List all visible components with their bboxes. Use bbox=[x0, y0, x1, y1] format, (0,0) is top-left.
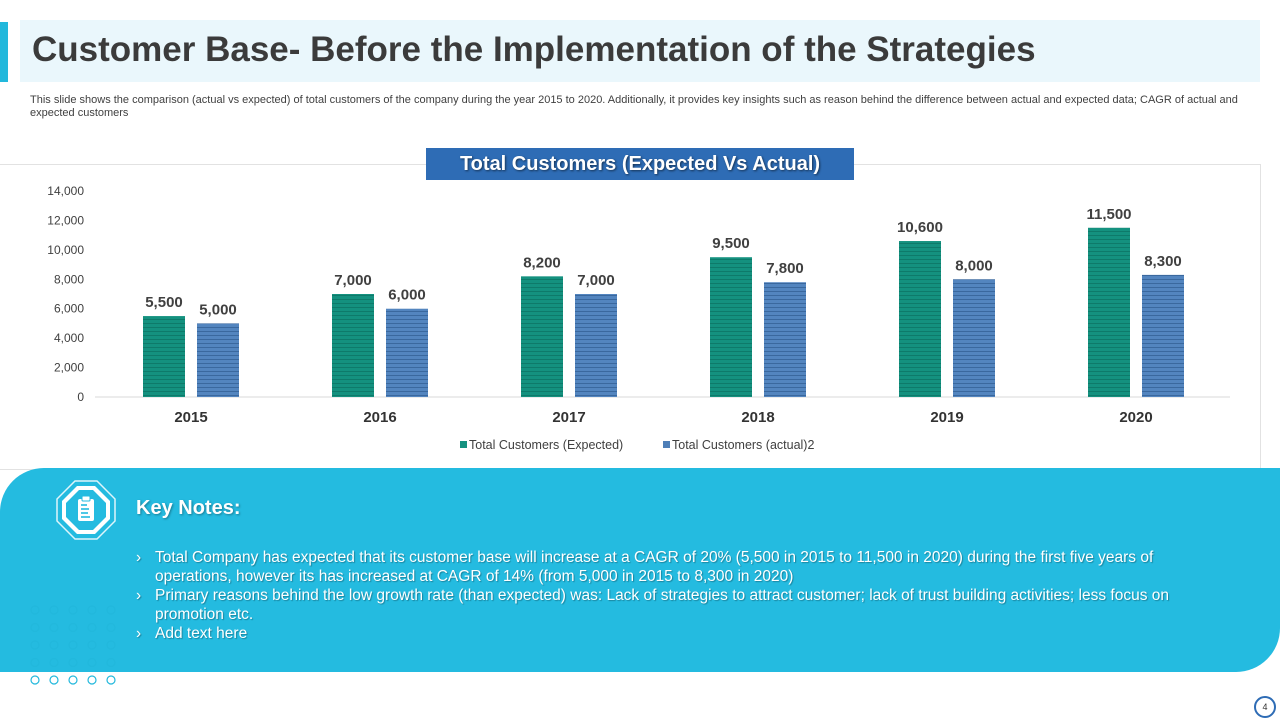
data-label: 7,000 bbox=[334, 272, 372, 289]
bar-actual bbox=[1142, 274, 1184, 397]
y-tick-label: 14,000 bbox=[47, 184, 84, 198]
x-tick-label: 2015 bbox=[174, 409, 207, 426]
key-notes-list: › Total Company has expected that its cus… bbox=[136, 548, 1226, 643]
y-axis: 0 2,000 4,000 6,000 8,000 10,000 12,000 14,000 bbox=[47, 184, 84, 404]
bars: 5,500 5,000 7,000 6,000 8,200 7,000 9,500 7,800… bbox=[143, 206, 1184, 397]
y-tick-label: 0 bbox=[77, 390, 84, 404]
data-label: 8,300 bbox=[1144, 253, 1182, 270]
chevron-right-icon: › bbox=[136, 549, 142, 566]
data-label: 7,000 bbox=[577, 272, 615, 289]
data-label: 5,500 bbox=[145, 294, 183, 311]
decorative-dot bbox=[49, 605, 59, 615]
page-number: 4 bbox=[1254, 696, 1276, 718]
decorative-dot bbox=[87, 640, 97, 650]
legend-swatch bbox=[663, 441, 670, 448]
bar-chart: 02,0004,0006,0008,00010,00012,00014,000 … bbox=[47, 184, 1230, 452]
bar-expected bbox=[1088, 227, 1130, 397]
decorative-dot bbox=[68, 640, 78, 650]
decorative-dot bbox=[68, 622, 78, 633]
decorative-dot bbox=[87, 657, 97, 668]
decorative-dot bbox=[49, 657, 59, 668]
key-note-item: › Primary reasons behind the low growth r… bbox=[136, 586, 1226, 624]
key-note-text: Primary reasons behind the low growth ra… bbox=[155, 587, 1170, 623]
decorative-dot bbox=[49, 640, 59, 650]
key-note-item: › Total Company has expected that its cus… bbox=[136, 548, 1226, 586]
decorative-dot bbox=[87, 675, 97, 685]
data-label: 7,800 bbox=[766, 260, 804, 277]
decorative-dot bbox=[106, 640, 116, 650]
page-title: Customer Base- Before the Implementation… bbox=[32, 30, 1036, 69]
bar-actual bbox=[764, 282, 806, 397]
decorative-dots bbox=[30, 605, 116, 685]
decorative-dot bbox=[87, 622, 97, 633]
title-box: Customer Base- Before the Implementation… bbox=[20, 20, 1260, 82]
title-accent-bar bbox=[0, 22, 8, 82]
data-label: 8,000 bbox=[955, 257, 993, 274]
x-tick-label: 2016 bbox=[363, 409, 396, 426]
legend: Total Customers (Expected) Total Customer… bbox=[460, 438, 814, 452]
bar-actual bbox=[386, 308, 428, 397]
decorative-dot bbox=[30, 675, 40, 685]
decorative-dot bbox=[106, 675, 116, 685]
key-note-item: › Add text here bbox=[136, 624, 1226, 643]
key-note-text: Add text here bbox=[155, 625, 248, 642]
x-tick-label: 2017 bbox=[552, 409, 585, 426]
bar-expected bbox=[710, 257, 752, 397]
legend-label: Total Customers (Expected) bbox=[469, 438, 623, 452]
legend-swatch bbox=[460, 441, 467, 448]
data-label: 9,500 bbox=[712, 235, 750, 252]
decorative-dot bbox=[68, 605, 78, 615]
decorative-dot bbox=[106, 657, 116, 668]
chevron-right-icon: › bbox=[136, 625, 142, 642]
decorative-dot bbox=[30, 622, 40, 633]
data-label: 10,600 bbox=[897, 219, 943, 236]
decorative-dot bbox=[30, 657, 40, 668]
decorative-dot bbox=[87, 605, 97, 615]
bar-expected bbox=[143, 316, 185, 397]
data-label: 5,000 bbox=[199, 301, 237, 318]
data-label: 6,000 bbox=[388, 287, 426, 304]
key-notes-panel bbox=[0, 468, 1280, 672]
decorative-dot bbox=[106, 605, 116, 615]
bar-expected bbox=[332, 294, 374, 397]
x-tick-label: 2018 bbox=[741, 409, 774, 426]
bar-actual bbox=[197, 323, 239, 397]
y-tick-label: 10,000 bbox=[47, 243, 84, 257]
x-axis: 2015 2016 2017 2018 2019 2020 bbox=[174, 409, 1152, 426]
data-label: 8,200 bbox=[523, 254, 561, 271]
slide-description: This slide shows the comparison (actual … bbox=[30, 94, 1238, 119]
decorative-dot bbox=[30, 640, 40, 650]
clipboard-icon bbox=[56, 480, 116, 540]
decorative-dot bbox=[106, 622, 116, 633]
decorative-dot bbox=[68, 657, 78, 668]
decorative-dot bbox=[30, 605, 40, 615]
key-notes-title: Key Notes: bbox=[136, 497, 241, 519]
x-tick-label: 2019 bbox=[930, 409, 963, 426]
y-tick-label: 12,000 bbox=[47, 213, 84, 227]
bar-expected bbox=[521, 276, 563, 397]
data-label: 11,500 bbox=[1086, 206, 1131, 223]
bar-expected bbox=[899, 241, 941, 397]
chart-title: Total Customers (Expected Vs Actual) bbox=[426, 148, 854, 180]
legend-label: Total Customers (actual)2 bbox=[672, 438, 814, 452]
y-tick-label: 8,000 bbox=[54, 272, 84, 286]
y-tick-label: 6,000 bbox=[54, 302, 84, 316]
key-note-text: Total Company has expected that its cust… bbox=[155, 549, 1154, 585]
decorative-dot bbox=[49, 675, 59, 685]
decorative-dot bbox=[49, 622, 59, 633]
x-tick-label: 2020 bbox=[1119, 409, 1152, 426]
y-tick-label: 2,000 bbox=[54, 361, 84, 375]
bar-actual bbox=[953, 279, 995, 397]
decorative-dot bbox=[68, 675, 78, 685]
y-tick-label: 4,000 bbox=[54, 331, 84, 345]
bar-actual bbox=[575, 294, 617, 397]
chevron-right-icon: › bbox=[136, 587, 142, 604]
